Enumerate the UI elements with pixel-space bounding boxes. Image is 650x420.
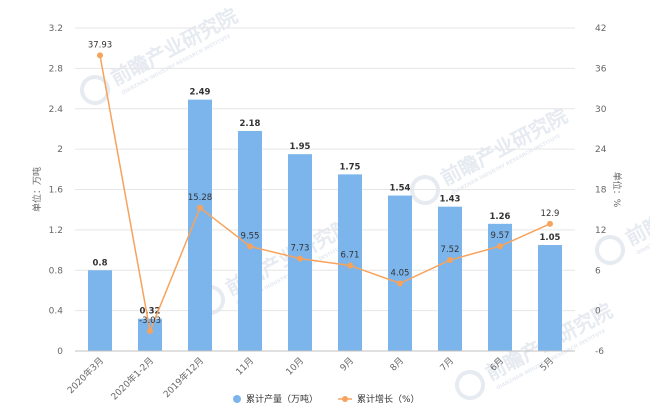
right-tick-label: 6	[595, 266, 601, 276]
line-value-label: 15.28	[188, 193, 212, 203]
line-value-label: 7.73	[291, 244, 310, 254]
right-tick-label: 0	[595, 307, 601, 317]
x-tick-label: 11月	[234, 355, 256, 377]
growth-line	[99, 55, 551, 334]
bar-value-label: 1.26	[490, 212, 511, 222]
line-value-label: 7.52	[441, 245, 460, 255]
x-tick-label: 8月	[388, 355, 406, 373]
right-tick-label: -6	[595, 347, 604, 357]
line-value-label: 9.55	[241, 231, 260, 241]
bar	[88, 270, 112, 351]
left-tick-label: 2	[57, 145, 63, 155]
line-value-label: 6.71	[341, 250, 360, 260]
bar	[288, 154, 312, 351]
left-tick-label: 2.8	[49, 64, 64, 74]
legend-bar-swatch	[233, 395, 241, 403]
line-point	[197, 204, 203, 211]
line-point	[97, 52, 103, 59]
bar-value-label: 1.54	[390, 184, 411, 194]
bar-value-label: 1.75	[340, 162, 361, 172]
left-tick-label: 0.8	[49, 266, 64, 276]
right-tick-label: 12	[595, 226, 606, 236]
x-tick-label: 2020年1-2月	[108, 355, 156, 403]
legend-bar-label: 累计产量（万吨）	[246, 393, 318, 405]
bar	[538, 245, 562, 351]
line-value-label: 9.57	[491, 231, 510, 241]
x-tick-label: 9月	[338, 355, 356, 373]
line-value-label: 37.93	[88, 40, 112, 50]
watermark-logo	[595, 235, 625, 265]
right-tick-label: 24	[595, 145, 607, 155]
line-point	[297, 255, 303, 262]
bar-value-label: 0.32	[140, 307, 161, 317]
line-point	[447, 257, 453, 264]
left-tick-label: 2.4	[49, 105, 64, 115]
line-point	[497, 243, 503, 250]
line-series: 37.93 -3.03 15.28 9.55 7.73 6.71 4.05 7.52 9.57 1…	[88, 40, 560, 335]
left-tick-label: 0.4	[49, 307, 64, 317]
watermark-text: 前瞻产业研究院	[437, 103, 572, 190]
line-value-label: -3.03	[139, 316, 161, 326]
bar	[438, 206, 462, 351]
left-tick-label: 3.2	[49, 24, 63, 34]
x-tick-label: 2019年12月	[161, 355, 207, 401]
bar-series: 0.8 0.32 2.49 2.18 1.95 1.75 1.54 1.43 1.26 1.05	[88, 88, 562, 352]
x-tick-label: 2020年3月	[65, 355, 106, 396]
bar	[188, 99, 212, 352]
watermark-logo	[455, 370, 485, 400]
line-point	[347, 262, 353, 269]
bar-value-label: 1.05	[540, 233, 561, 243]
watermark-text: 前瞻产业研究院	[622, 163, 650, 250]
left-axis-title: 单位：万吨	[31, 167, 43, 212]
line-point	[247, 243, 253, 250]
line-value-label: 12.9	[541, 209, 560, 219]
bar	[138, 318, 162, 351]
line-value-label: 4.05	[391, 268, 410, 278]
right-tick-label: 18	[595, 186, 607, 196]
right-tick-label: 42	[595, 24, 606, 34]
right-tick-label: 30	[595, 105, 607, 115]
right-tick-label: 36	[595, 64, 607, 74]
bar-value-label: 2.18	[240, 119, 261, 129]
legend: 累计产量（万吨） 累计增长（%）	[233, 393, 420, 405]
line-point	[397, 280, 403, 287]
bar-value-label: 1.43	[440, 195, 461, 205]
watermark-logo	[410, 175, 440, 205]
watermark-text: 前瞻产业研究院	[107, 3, 242, 90]
left-tick-label: 1.6	[49, 186, 64, 196]
right-axis-title: 单位：%	[611, 172, 623, 208]
line-point	[147, 328, 153, 335]
legend-line-marker	[342, 396, 348, 402]
bar-value-label: 1.95	[290, 142, 311, 152]
left-tick-label: 1.2	[49, 226, 63, 236]
line-point	[547, 220, 553, 227]
legend-line-label: 累计增长（%）	[357, 393, 420, 405]
bar-value-label: 0.8	[92, 258, 107, 268]
bar-value-label: 2.49	[190, 88, 211, 98]
x-tick-label: 7月	[438, 355, 456, 373]
left-tick-label: 0	[57, 347, 63, 357]
bar	[388, 195, 412, 351]
watermark-logo	[80, 75, 110, 105]
x-tick-label: 10月	[284, 355, 306, 377]
